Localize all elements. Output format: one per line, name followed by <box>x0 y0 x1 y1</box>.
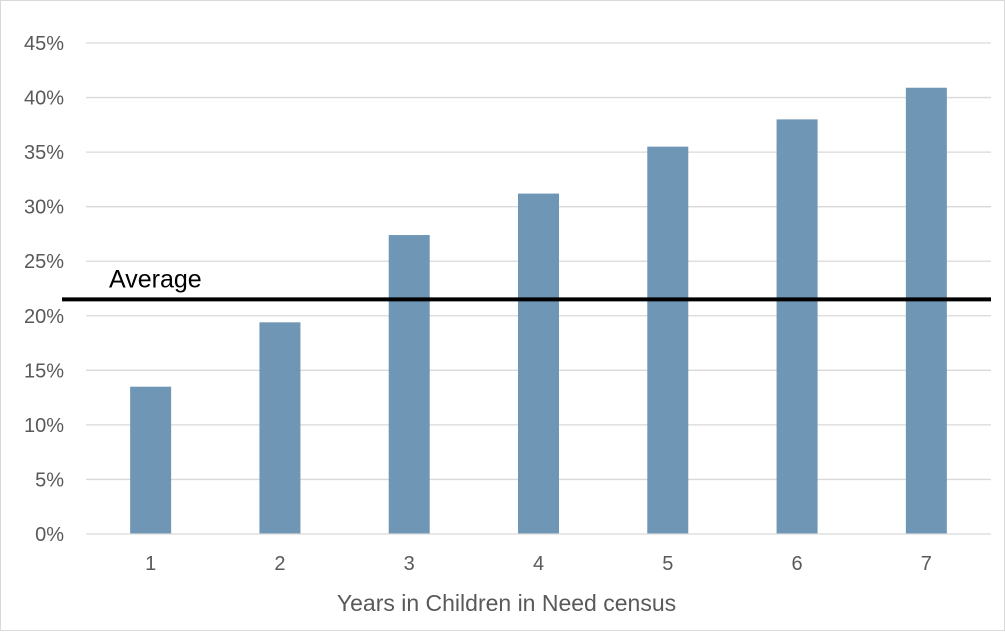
bar <box>130 386 172 534</box>
bar <box>905 87 947 534</box>
y-tick-label: 30% <box>24 197 64 219</box>
x-tick-label: 7 <box>921 553 932 575</box>
y-axis-tick-labels: 0% 5% 10% 15% 20% 25% 30% 35% 40% 45% <box>24 33 64 546</box>
y-tick-label: 10% <box>24 415 64 437</box>
y-tick-label: 45% <box>24 33 64 55</box>
bar <box>259 322 301 534</box>
x-tick-label: 1 <box>145 553 156 575</box>
bars <box>130 87 947 534</box>
y-tick-label: 15% <box>24 360 64 382</box>
y-tick-label: 20% <box>24 306 64 328</box>
bar <box>647 146 689 534</box>
x-tick-label: 5 <box>662 553 673 575</box>
x-tick-label: 2 <box>274 553 285 575</box>
bar <box>776 119 818 534</box>
y-tick-label: 0% <box>35 524 64 546</box>
y-tick-label: 35% <box>24 142 64 164</box>
x-tick-label: 4 <box>533 553 544 575</box>
y-tick-label: 5% <box>35 469 64 491</box>
y-tick-label: 40% <box>24 88 64 110</box>
x-axis-title: Years in Children in Need census <box>337 590 676 616</box>
average-label: Average <box>109 265 202 293</box>
x-tick-label: 3 <box>404 553 415 575</box>
bar <box>388 235 430 534</box>
x-axis-tick-labels: 1 2 3 4 5 6 7 <box>145 553 932 575</box>
bar <box>518 193 559 534</box>
x-tick-label: 6 <box>792 553 803 575</box>
y-tick-label: 25% <box>24 251 64 273</box>
